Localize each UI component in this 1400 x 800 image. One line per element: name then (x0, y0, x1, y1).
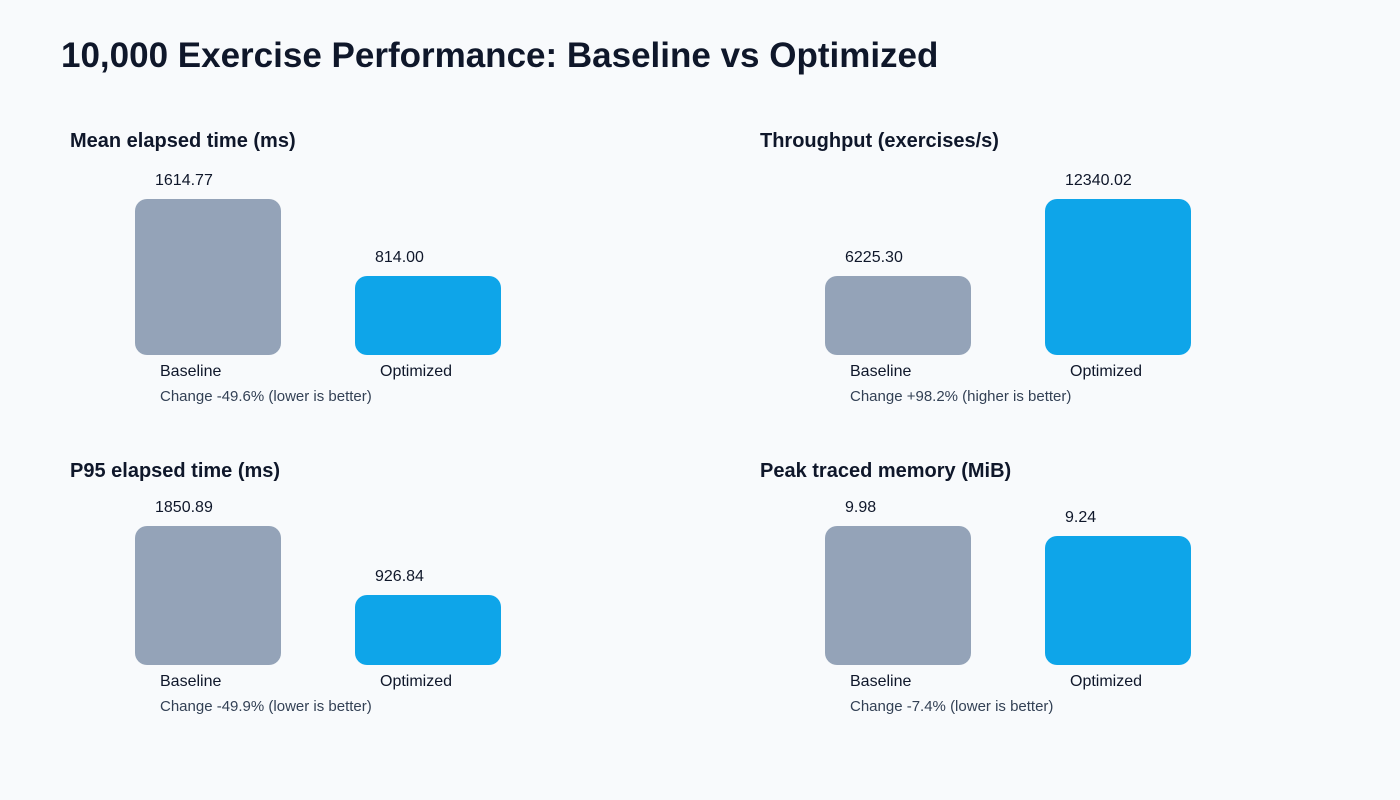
optimized-bar (355, 595, 501, 665)
baseline-value-label: 9.98 (845, 499, 877, 516)
chart-panel-3: P95 elapsed time (ms) 1850.89 Baseline 926.… (70, 460, 690, 760)
chart-panel-1: Mean elapsed time (ms) 1614.77 Baseline 814… (70, 130, 690, 430)
baseline-value-label: 1850.89 (155, 499, 213, 516)
baseline-category-label: Baseline (160, 363, 222, 380)
change-note: Change -49.6% (lower is better) (160, 388, 372, 405)
optimized-bar (355, 276, 501, 355)
optimized-category-label: Optimized (380, 673, 453, 690)
optimized-category-label: Optimized (1070, 363, 1143, 380)
chart-title: Throughput (exercises/s) (760, 130, 999, 152)
optimized-category-label: Optimized (1070, 673, 1143, 690)
baseline-category-label: Baseline (850, 673, 912, 690)
baseline-bar (825, 526, 971, 665)
baseline-value-label: 6225.30 (845, 249, 903, 266)
optimized-value-label: 926.84 (375, 568, 424, 585)
baseline-value-label: 1614.77 (155, 172, 213, 189)
baseline-bar (135, 199, 281, 355)
change-note: Change -7.4% (lower is better) (850, 698, 1054, 715)
page-title: 10,000 Exercise Performance: Baseline vs… (61, 36, 939, 75)
optimized-bar (1045, 536, 1191, 665)
chart-title: P95 elapsed time (ms) (70, 460, 281, 482)
change-note: Change +98.2% (higher is better) (850, 388, 1072, 405)
optimized-category-label: Optimized (380, 363, 453, 380)
baseline-category-label: Baseline (160, 673, 222, 690)
change-note: Change -49.9% (lower is better) (160, 698, 372, 715)
optimized-value-label: 9.24 (1065, 509, 1097, 526)
chart-panel-4: Peak traced memory (MiB) 9.98 Baseline 9.24… (760, 460, 1380, 760)
optimized-value-label: 814.00 (375, 249, 424, 266)
optimized-bar (1045, 199, 1191, 355)
optimized-value-label: 12340.02 (1065, 172, 1132, 189)
chart-title: Mean elapsed time (ms) (70, 130, 296, 152)
baseline-bar (825, 276, 971, 355)
baseline-category-label: Baseline (850, 363, 912, 380)
chart-title: Peak traced memory (MiB) (760, 460, 1012, 482)
chart-panel-2: Throughput (exercises/s) 6225.30 Baseline 1… (760, 130, 1380, 430)
baseline-bar (135, 526, 281, 665)
